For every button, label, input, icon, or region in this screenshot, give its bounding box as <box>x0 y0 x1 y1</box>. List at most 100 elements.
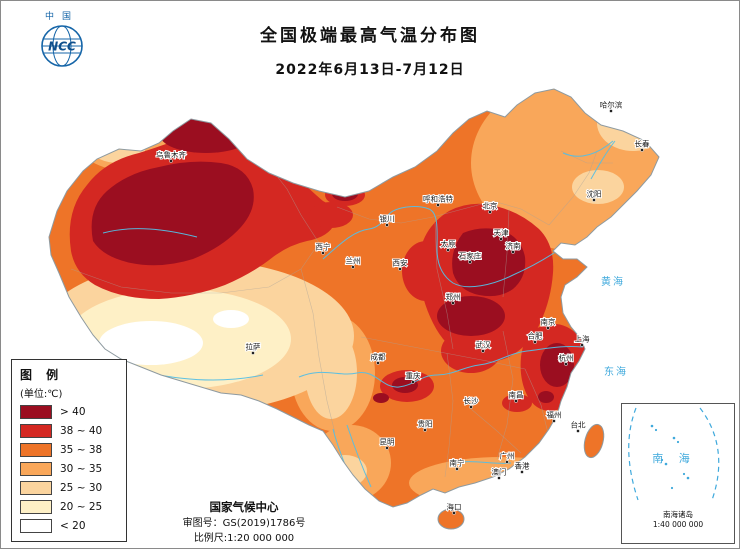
city-label: 西安 <box>393 258 408 268</box>
city-label: 昆明 <box>380 438 395 447</box>
city-marker <box>423 428 427 432</box>
legend-item: 20 ~ 25 <box>20 500 118 514</box>
inset-sea-label: 南 海 <box>652 451 696 465</box>
legend-title: 图 例 <box>20 368 64 382</box>
city-marker <box>455 467 459 471</box>
city-label: 南宁 <box>450 458 465 468</box>
city-marker <box>514 399 518 403</box>
legend-item: 35 ~ 38 <box>20 443 118 457</box>
city-marker <box>469 405 473 409</box>
city-marker <box>552 419 556 423</box>
city-marker <box>169 159 173 163</box>
sea-label: 黄海 <box>601 275 625 288</box>
inset-scale: 1:40 000 000 <box>652 520 704 530</box>
city-marker <box>376 361 380 365</box>
city-label: 长沙 <box>464 396 479 406</box>
south-china-sea-inset: 南 海 南海诸岛 1:40 000 000 <box>621 403 735 544</box>
city-label: 香港 <box>515 461 530 471</box>
city-marker <box>499 237 503 241</box>
city-label: 沈阳 <box>587 189 602 199</box>
city-marker <box>580 343 584 347</box>
legend-swatch <box>20 481 52 495</box>
city-label: 海口 <box>447 502 462 512</box>
city-marker <box>446 248 450 252</box>
city-label: 郑州 <box>446 292 461 302</box>
city-marker <box>546 326 550 330</box>
sea-label: 东海 <box>604 365 628 378</box>
city-label: 兰州 <box>346 256 361 266</box>
legend-item: 25 ~ 30 <box>20 481 118 495</box>
legend-label: 30 ~ 35 <box>60 463 103 475</box>
city-label: 银川 <box>380 215 395 224</box>
city-label: 广州 <box>500 451 515 461</box>
legend-item: 38 ~ 40 <box>20 424 118 438</box>
legend-unit: (单位:℃) <box>20 389 63 400</box>
city-label: 西宁 <box>316 242 331 252</box>
city-marker <box>385 446 389 450</box>
city-label: 合肥 <box>528 331 543 341</box>
legend-swatch <box>20 519 52 533</box>
city-label: 哈尔滨 <box>600 100 623 110</box>
city-marker <box>351 265 355 269</box>
temp-region-lt20 <box>99 310 249 365</box>
city-label: 乌鲁木齐 <box>156 150 186 160</box>
inset-caption: 南海诸岛 <box>663 510 693 519</box>
city-marker <box>251 351 255 355</box>
city-marker <box>321 251 325 255</box>
legend-swatch <box>20 443 52 457</box>
legend-swatch <box>20 405 52 419</box>
footer-org: 国家气候中心 <box>209 499 279 514</box>
city-label: 北京 <box>483 201 498 211</box>
logo-country-label: 中国 <box>44 12 79 22</box>
national-boundary <box>48 88 660 508</box>
city-label: 成都 <box>371 352 386 362</box>
city-label: 福州 <box>547 411 562 420</box>
city-label: 济南 <box>506 241 521 251</box>
taiwan-island <box>583 423 605 459</box>
legend-label: > 40 <box>60 406 86 418</box>
city-label: 拉萨 <box>246 342 261 352</box>
city-marker <box>520 470 524 474</box>
city-label: 石家庄 <box>459 251 482 261</box>
hainan-island <box>437 508 465 530</box>
ncc-logo: 中国 NCC <box>23 9 101 73</box>
city-label: 南京 <box>541 317 556 327</box>
city-label: 呼和浩特 <box>423 194 453 204</box>
city-marker <box>497 476 501 480</box>
city-label: 澳门 <box>492 467 507 477</box>
legend-item: < 20 <box>20 519 118 533</box>
south-china-sea-map: 南 海 <box>628 407 720 501</box>
city-marker <box>398 267 402 271</box>
globe-icon: NCC <box>41 25 83 67</box>
map-footer: 国家气候中心 审图号：GS(2019)1786号 比例尺:1:20 000 00… <box>149 499 339 546</box>
footer-approval: 审图号：GS(2019)1786号 <box>182 518 306 529</box>
city-marker <box>592 198 596 202</box>
footer-scale: 比例尺:1:20 000 000 <box>193 533 295 544</box>
city-marker <box>488 210 492 214</box>
city-label: 杭州 <box>559 353 574 363</box>
legend-label: 25 ~ 30 <box>60 482 103 494</box>
logo-abbr-label: NCC <box>48 40 76 54</box>
city-marker <box>385 223 389 227</box>
legend-swatch <box>20 462 52 476</box>
legend: 图 例 (单位:℃) > 40 38 ~ 40 35 ~ 38 30 ~ 35 25 ~… <box>11 359 127 542</box>
legend-label: 38 ~ 40 <box>60 425 103 437</box>
city-label: 重庆 <box>406 371 421 381</box>
city-label: 上海 <box>575 334 590 344</box>
legend-label: 35 ~ 38 <box>60 444 103 456</box>
city-marker <box>609 109 613 113</box>
temp-region-gt40 <box>91 117 574 403</box>
city-marker <box>564 362 568 366</box>
city-label: 贵阳 <box>418 419 433 429</box>
city-label: 南昌 <box>509 390 524 400</box>
legend-rows: > 40 38 ~ 40 35 ~ 38 30 ~ 35 25 ~ 30 20 ~ 25 <… <box>20 405 118 533</box>
city-label: 天津 <box>494 229 509 238</box>
city-marker <box>505 460 509 464</box>
city-marker <box>436 203 440 207</box>
legend-label: 20 ~ 25 <box>60 501 103 513</box>
legend-swatch <box>20 500 52 514</box>
city-label: 台北 <box>571 420 586 430</box>
